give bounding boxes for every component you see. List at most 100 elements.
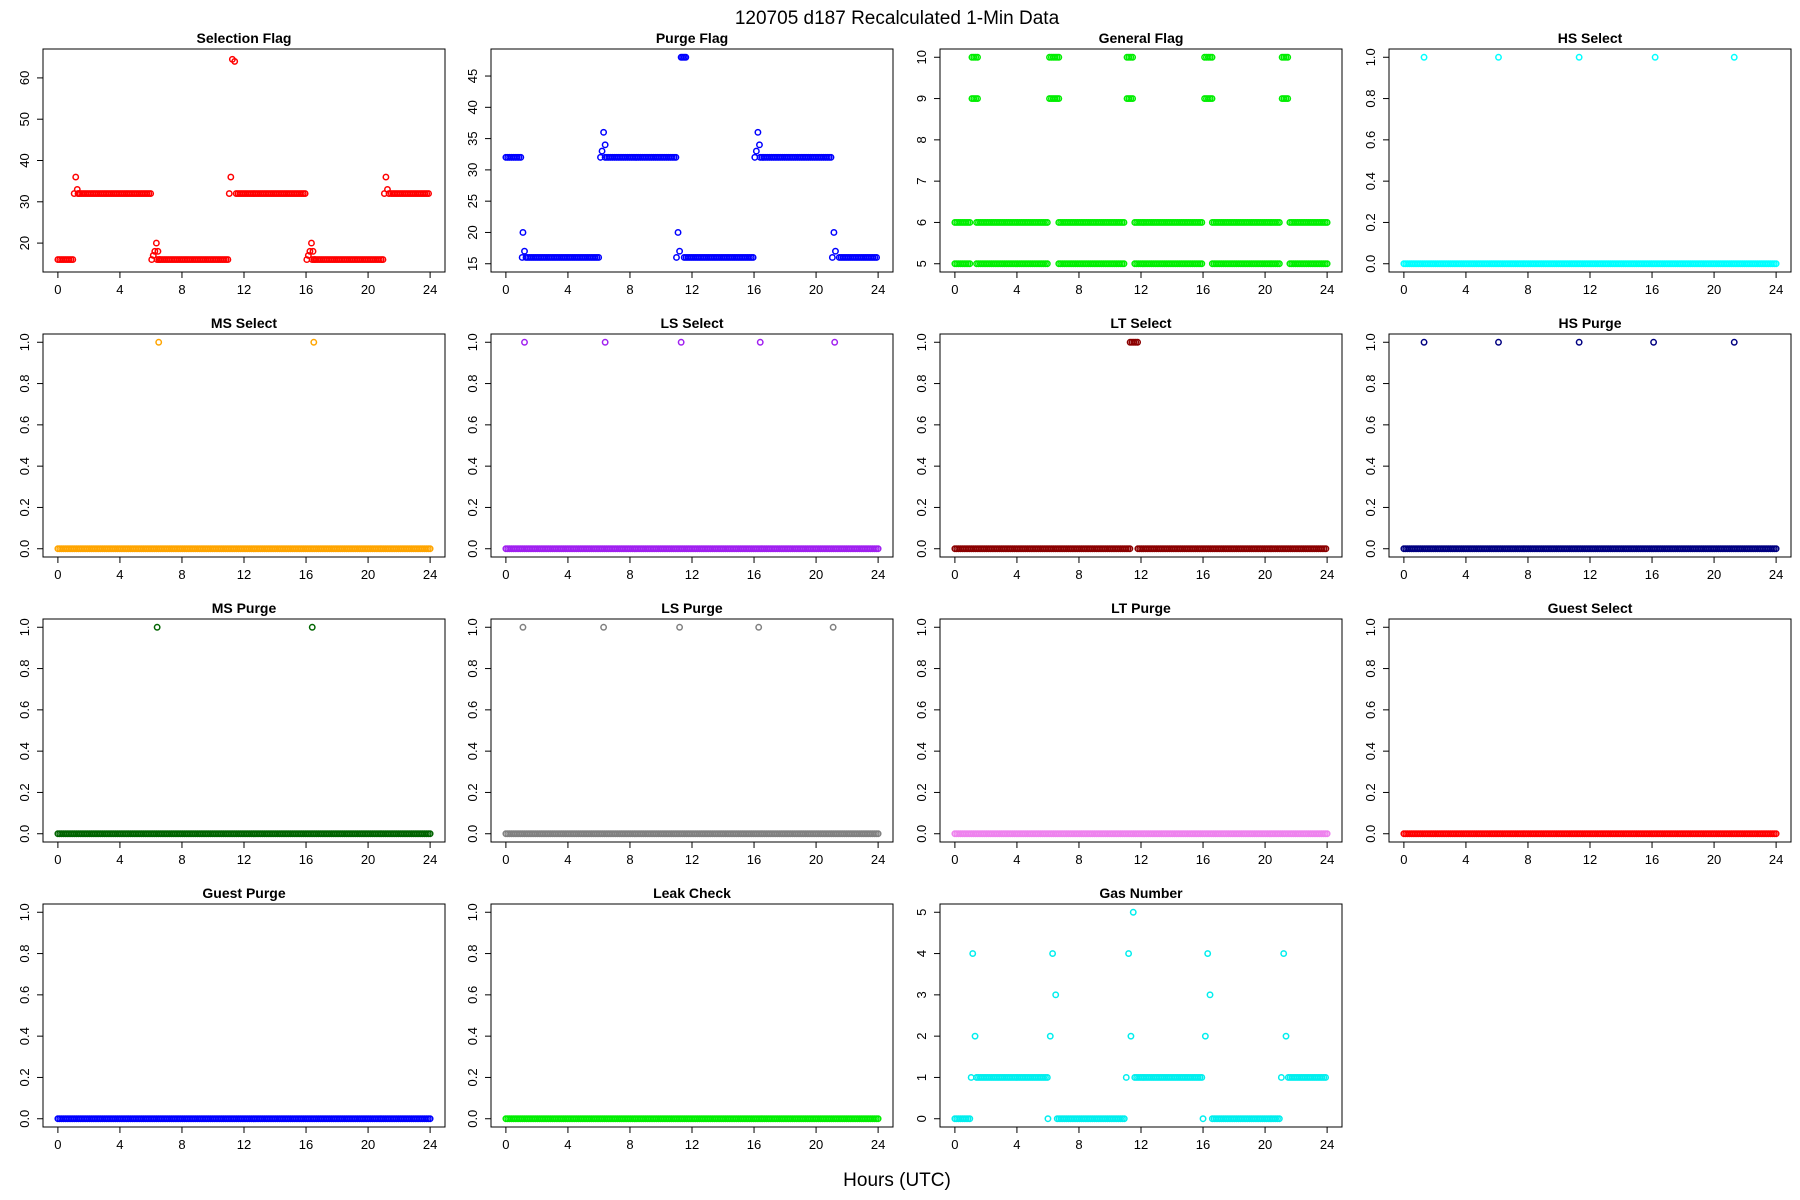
data-point [1323,830,1331,838]
data-point [1127,1032,1135,1040]
x-tick-label: 4 [1013,852,1020,867]
data-point [874,545,882,553]
data-point [1201,1032,1209,1040]
x-tick-label: 12 [685,567,699,582]
y-tick-label: 0.0 [465,825,480,843]
data-point [1120,218,1128,226]
y-tick-label: 0.8 [914,660,929,678]
y-tick-label: 0.6 [914,701,929,719]
x-tick-label: 24 [871,567,885,582]
y-tick-label: 20 [465,225,480,239]
panel-title: LT Purge [1111,600,1171,616]
y-tick-label: 7 [914,178,929,185]
y-tick-label: 0.4 [465,742,480,760]
data-point [153,623,161,631]
panel-title: HS Purge [1558,315,1621,331]
data-point [600,623,608,631]
y-tick-label: 40 [17,153,32,167]
y-tick-label: 1.0 [465,903,480,921]
data-point [227,173,235,181]
data-run [232,190,309,197]
data-run [1053,1115,1128,1123]
x-tick-label: 24 [1769,852,1783,867]
x-tick-label: 20 [361,852,375,867]
x-tick-label: 8 [1075,282,1082,297]
x-tick-label: 12 [1583,567,1597,582]
y-tick-label: 0.2 [17,1068,32,1086]
x-tick-label: 12 [685,282,699,297]
x-tick-label: 4 [1013,282,1020,297]
data-point [382,173,390,181]
x-tick-label: 24 [1769,567,1783,582]
panel-leak-check: Leak Check 0 4 8 12 16 20 24 0.0 0.2 0.4 0.6 0.8 1.0 [465,885,894,1152]
data-run [502,545,882,553]
data-point [518,254,526,261]
data-run [387,190,433,197]
x-tick-label: 0 [54,567,61,582]
data-point [1495,53,1502,61]
y-tick-label: 0.2 [465,1068,480,1086]
y-tick-label: 0.2 [914,783,929,801]
y-tick-label: 0.6 [17,416,32,434]
data-point [1122,1073,1130,1081]
figure-title: 120705 d187 Recalculated 1-Min Data [735,8,1060,29]
y-tick-label: 0.4 [465,1027,480,1045]
data-point [225,190,233,197]
data-run [502,1115,882,1123]
x-tick-label: 24 [423,1137,437,1152]
data-point [1420,338,1428,346]
plot-frame [1388,333,1792,558]
panel-purge-flag: Purge Flag 0 4 8 12 16 20 24 15 20 25 30 35 40 45 [465,30,894,297]
y-tick-label: 2 [914,1033,929,1040]
y-tick-label: 0.8 [1363,660,1378,678]
y-tick-label: 0.0 [17,825,32,843]
x-tick-label: 16 [1645,852,1659,867]
y-tick-label: 0.0 [1363,255,1378,273]
y-tick-label: 1.0 [914,618,929,636]
x-tick-label: 4 [116,1137,123,1152]
x-tick-label: 8 [1524,852,1531,867]
x-tick-label: 24 [1320,852,1334,867]
y-tick-label: 0.4 [1363,457,1378,475]
data-point [521,338,528,346]
x-tick-label: 20 [1258,282,1272,297]
y-tick-label: 0.8 [17,660,32,678]
x-tick-label: 24 [1320,567,1334,582]
panel-guest-purge: Guest Purge 0 4 8 12 16 20 24 0.0 0.2 0.4 0.6 0.8 1.0 [17,885,446,1152]
data-point [309,247,317,255]
data-run [1055,218,1128,226]
data-run [1126,338,1142,346]
data-run [1286,218,1331,226]
data-point [598,147,606,155]
x-tick-label: 0 [1400,567,1407,582]
panel-title: MS Select [211,315,277,331]
y-tick-label: 35 [465,131,480,145]
x-tick-label: 24 [423,282,437,297]
data-run [308,256,387,264]
x-tick-label: 4 [1462,282,1469,297]
data-point [1043,260,1051,268]
plot-frame [490,903,894,1128]
data-point [672,153,680,161]
y-tick-label: 1.0 [17,333,32,351]
data-point [1575,53,1583,61]
x-tick-label: 20 [809,1137,823,1152]
panel-title: Guest Select [1548,600,1633,616]
x-tick-label: 4 [116,567,123,582]
data-run [1046,95,1063,103]
x-tick-label: 4 [1013,1137,1020,1152]
x-tick-label: 20 [1707,282,1721,297]
data-run [1278,95,1292,103]
data-point [1322,1073,1330,1081]
y-tick-label: 0.0 [1363,825,1378,843]
x-tick-label: 0 [502,567,509,582]
data-point [75,190,83,197]
x-tick-label: 16 [1196,852,1210,867]
x-tick-label: 16 [747,282,761,297]
y-tick-label: 1 [914,1074,929,1081]
y-tick-label: 1.0 [914,333,929,351]
y-tick-label: 3 [914,991,929,998]
x-tick-label: 4 [116,282,123,297]
y-tick-label: 10 [914,50,929,64]
data-point [1208,53,1216,61]
